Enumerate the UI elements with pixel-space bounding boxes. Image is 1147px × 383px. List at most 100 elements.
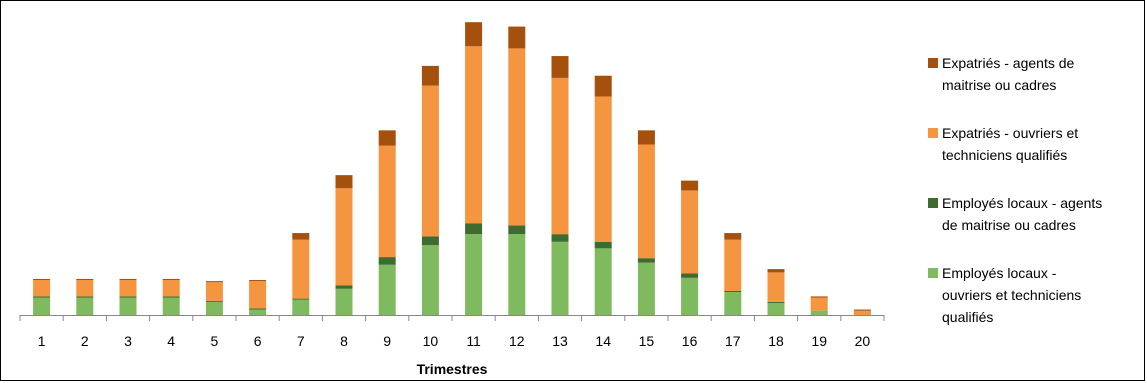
bar-segment-t13-s1 [551, 241, 569, 315]
bar-segment-t6-s1 [249, 309, 267, 315]
bar-segment-t7-s2 [292, 298, 310, 300]
legend-swatch [928, 128, 938, 138]
bar-segment-t1-s4 [33, 278, 51, 281]
bar-segment-t5-s1 [205, 301, 223, 315]
bar-segment-t12-s4 [508, 26, 526, 49]
bar-segment-t19-s3 [810, 297, 828, 311]
bar-segment-t7-s3 [292, 239, 310, 299]
bar-segment-t9-s3 [378, 145, 396, 258]
bar-segment-t14-s1 [594, 248, 612, 315]
bar-segment-t19-s4 [810, 296, 828, 298]
x-tick-label: 15 [639, 333, 655, 349]
bar-segment-t8-s2 [335, 285, 353, 289]
x-tick-label: 8 [340, 333, 348, 349]
bar-segment-t2-s4 [76, 278, 94, 281]
x-tick-label: 17 [725, 333, 741, 349]
bar-segment-t11-s2 [465, 223, 483, 235]
bar-segment-t9-s4 [378, 130, 396, 146]
bar-segment-t9-s1 [378, 264, 396, 315]
bar-segment-t5-s4 [205, 281, 223, 283]
bar-segment-t7-s4 [292, 233, 310, 240]
legend-label: Employés locaux -ouvriers et techniciens… [942, 265, 1081, 325]
bar-segment-t16-s4 [681, 180, 699, 191]
bar-segment-t10-s3 [421, 85, 439, 237]
bar-segment-t11-s4 [465, 22, 483, 47]
bar-segment-t4-s4 [162, 278, 180, 281]
bar-segment-t9-s2 [378, 257, 396, 265]
bar-segment-t16-s2 [681, 273, 699, 278]
legend-label: Expatriés - agents de maitrise ou cadres [942, 55, 1075, 93]
bar-segment-t1-s1 [33, 297, 51, 315]
legend-swatch [928, 268, 938, 278]
bar-segment-t6-s4 [249, 280, 267, 282]
bar-segment-t3-s1 [119, 297, 137, 315]
bar-segment-t8-s3 [335, 188, 353, 286]
x-tick-labels-group: 1 2 3 4 5 6 7 8 9 10 11 12 13 14 15 16 17 18 19 20 [38, 333, 871, 349]
x-tick-label: 5 [211, 333, 219, 349]
x-tick-label: 3 [124, 333, 132, 349]
legend-swatch [928, 198, 938, 208]
bar-segment-t13-s3 [551, 77, 569, 235]
bar-segment-t4-s3 [162, 280, 180, 297]
bar-segment-t12-s3 [508, 48, 526, 226]
bar-segment-t10-s4 [421, 65, 439, 86]
bar-segment-t6-s3 [249, 281, 267, 309]
bar-segment-t3-s4 [119, 278, 137, 281]
bar-segment-t15-s1 [637, 262, 655, 315]
bar-segment-t15-s2 [637, 258, 655, 263]
x-tick-label: 12 [509, 333, 525, 349]
bar-segment-t14-s4 [594, 75, 612, 97]
bar-segment-t17-s4 [724, 233, 742, 240]
x-tick-label: 13 [552, 333, 568, 349]
bars-group [33, 22, 871, 315]
x-tick-label: 18 [768, 333, 784, 349]
bar-segment-t14-s2 [594, 241, 612, 249]
bar-segment-t17-s1 [724, 292, 742, 315]
x-tick-label: 1 [38, 333, 46, 349]
bar-segment-t10-s1 [421, 245, 439, 315]
x-tick-label: 4 [167, 333, 175, 349]
legend-label: Employés locaux - agents de maitrise ou c… [942, 195, 1102, 233]
bar-segment-t12-s2 [508, 225, 526, 235]
bar-segment-t17-s3 [724, 239, 742, 291]
x-ticks-group [19, 315, 885, 321]
bar-segment-t3-s2 [119, 296, 137, 298]
bar-segment-t5-s2 [205, 300, 223, 302]
bar-segment-t8-s1 [335, 288, 353, 315]
bar-segment-t12-s1 [508, 234, 526, 315]
x-tick-label: 19 [811, 333, 827, 349]
bar-segment-t5-s3 [205, 282, 223, 301]
bar-segment-t16-s1 [681, 277, 699, 315]
bar-segment-t15-s3 [637, 144, 655, 259]
bar-segment-t8-s4 [335, 175, 353, 189]
bar-segment-t18-s1 [767, 302, 785, 315]
x-tick-label: 11 [466, 333, 481, 349]
bar-segment-t18-s2 [767, 301, 785, 303]
x-tick-label: 16 [682, 333, 698, 349]
bar-segment-t13-s4 [551, 56, 569, 78]
x-axis-title: Trimestres [417, 361, 488, 377]
bar-segment-t1-s3 [33, 280, 51, 297]
bar-segment-t11-s3 [465, 46, 483, 224]
bar-segment-t4-s2 [162, 296, 180, 298]
x-tick-label: 2 [81, 333, 89, 349]
bar-segment-t6-s2 [249, 308, 267, 310]
bar-segment-t11-s1 [465, 234, 483, 315]
bar-segment-t1-s2 [33, 296, 51, 298]
bar-segment-t2-s2 [76, 296, 94, 298]
bar-segment-t4-s1 [162, 297, 180, 315]
x-tick-label: 9 [383, 333, 391, 349]
legend: Expatriés - agents de maitrise ou cadres E… [928, 55, 1102, 325]
x-tick-label: 7 [297, 333, 305, 349]
bar-segment-t15-s4 [637, 130, 655, 145]
x-tick-label: 14 [595, 333, 611, 349]
bar-segment-t10-s2 [421, 236, 439, 246]
bar-segment-t2-s1 [76, 297, 94, 315]
x-tick-label: 6 [254, 333, 262, 349]
bar-segment-t18-s3 [767, 272, 785, 302]
bar-segment-t2-s3 [76, 280, 94, 297]
bar-segment-t19-s1 [810, 310, 828, 315]
bar-segment-t16-s3 [681, 190, 699, 274]
bar-segment-t18-s4 [767, 269, 785, 273]
